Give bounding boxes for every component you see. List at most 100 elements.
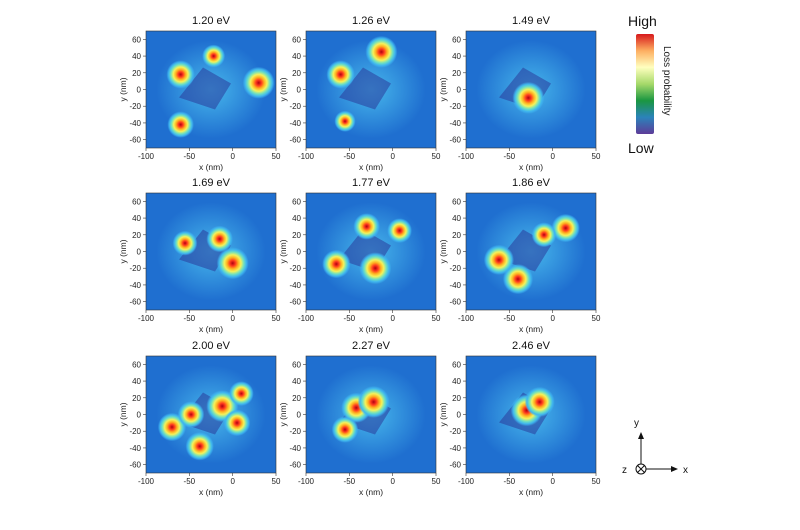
loss-hotspot (216, 247, 249, 280)
x-tick-label: 50 (592, 314, 601, 323)
x-tick-label: -100 (138, 314, 155, 323)
x-axis-label: x (nm) (519, 487, 543, 497)
loss-hotspot (359, 252, 392, 285)
x-tick-label: -100 (138, 152, 155, 161)
x-tick-label: -50 (344, 477, 356, 486)
y-tick-label: 0 (457, 248, 462, 257)
loss-hotspot (167, 111, 194, 138)
y-axis-label: y (nm) (118, 239, 128, 263)
x-tick-label: 0 (390, 314, 395, 323)
y-axis-label: y (nm) (278, 77, 288, 101)
y-tick-label: 40 (132, 377, 141, 386)
x-tick-label: -50 (184, 477, 196, 486)
y-tick-label: 60 (132, 35, 141, 44)
y-tick-label: -60 (449, 461, 461, 470)
y-tick-label: 60 (132, 360, 141, 369)
glyph-x-label: x (683, 465, 688, 476)
x-tick-label: 50 (432, 477, 441, 486)
y-tick-label: -60 (289, 298, 301, 307)
y-tick-label: -40 (449, 281, 461, 290)
loss-hotspot (242, 66, 275, 99)
x-tick-label: -100 (458, 314, 475, 323)
x-tick-label: 50 (272, 314, 281, 323)
x-tick-label: -50 (504, 477, 516, 486)
x-tick-label: -100 (138, 477, 155, 486)
panel-title: 1.69 eV (192, 177, 231, 189)
y-axis-label: y (nm) (278, 402, 288, 426)
loss-hotspot (166, 60, 195, 89)
x-tick-label: -50 (504, 152, 516, 161)
y-tick-label: 20 (292, 231, 301, 240)
heatmap-panel: 2.46 eV -100 -50 0 50 60 40 20 0 -20 -40 -60 x (nm) y… (438, 340, 601, 497)
y-tick-label: 60 (452, 360, 461, 369)
heatmap-panel: 1.77 eV -100 -50 0 50 60 40 20 0 -20 -40 -60 x (nm) y… (278, 177, 441, 334)
x-tick-label: -100 (298, 314, 315, 323)
y-tick-label: -40 (129, 119, 141, 128)
y-tick-label: -20 (289, 264, 301, 273)
y-tick-label: -40 (129, 281, 141, 290)
y-tick-label: 40 (132, 52, 141, 61)
x-tick-label: 0 (390, 152, 395, 161)
y-axis-label: y (nm) (118, 77, 128, 101)
loss-hotspot (334, 110, 356, 132)
panel-title: 1.49 eV (512, 15, 551, 27)
y-tick-label: -20 (289, 102, 301, 111)
x-tick-label: 0 (550, 477, 555, 486)
x-tick-label: 0 (230, 477, 235, 486)
loss-hotspot (322, 249, 351, 279)
loss-hotspot (326, 60, 355, 89)
y-tick-label: 0 (137, 411, 142, 420)
y-tick-label: -20 (289, 427, 301, 436)
y-tick-label: 0 (457, 411, 462, 420)
x-axis-label: x (nm) (199, 324, 223, 334)
x-tick-label: -50 (344, 152, 356, 161)
y-tick-label: 60 (452, 197, 461, 206)
y-tick-label: 0 (137, 86, 142, 95)
x-tick-label: 0 (550, 314, 555, 323)
x-tick-label: 50 (592, 152, 601, 161)
loss-hotspot (185, 432, 214, 461)
x-tick-label: 0 (550, 152, 555, 161)
y-tick-label: -40 (129, 444, 141, 453)
y-tick-label: 20 (132, 394, 141, 403)
colorbar-quantity-label: Loss probability (661, 46, 672, 115)
y-tick-label: 20 (452, 394, 461, 403)
y-tick-label: -20 (449, 427, 461, 436)
y-tick-label: -20 (129, 427, 141, 436)
y-tick-label: -20 (129, 264, 141, 273)
y-tick-label: 40 (292, 214, 301, 223)
y-axis-label: y (nm) (438, 239, 448, 263)
y-tick-label: 0 (297, 86, 302, 95)
y-tick-label: 40 (292, 377, 301, 386)
y-tick-label: 0 (457, 86, 462, 95)
x-tick-label: 50 (272, 477, 281, 486)
heatmap-panel: 1.49 eV -100 -50 0 50 60 40 20 0 -20 -40 -60 x (nm) y… (438, 15, 601, 172)
loss-hotspot (357, 385, 390, 418)
y-tick-label: -20 (449, 264, 461, 273)
y-tick-label: -60 (129, 136, 141, 145)
loss-hotspot (331, 416, 359, 443)
loss-hotspot (551, 213, 580, 243)
y-tick-label: -60 (289, 136, 301, 145)
colorbar-high-label: High (628, 13, 657, 29)
heatmap-panel: 1.26 eV -100 -50 0 50 60 40 20 0 -20 -40 -60 x (nm) y… (278, 15, 441, 172)
glyph-y-label: y (634, 418, 639, 429)
panel-title: 2.46 eV (512, 340, 551, 352)
into-page-cross-b (637, 465, 645, 473)
y-tick-label: 20 (292, 394, 301, 403)
colorbar-gradient (636, 34, 654, 134)
x-tick-label: -50 (504, 314, 516, 323)
panel-title: 2.00 eV (192, 340, 231, 352)
x-tick-label: 50 (272, 152, 281, 161)
axes-orientation-glyph: y x z (622, 418, 688, 476)
x-tick-label: 50 (432, 152, 441, 161)
colorbar-low-label: Low (628, 140, 655, 156)
y-tick-label: 0 (137, 248, 142, 257)
loss-hotspot (524, 386, 555, 418)
nanostructure-shape (179, 67, 231, 110)
panel-title: 1.77 eV (352, 177, 391, 189)
y-tick-label: 60 (292, 35, 301, 44)
y-tick-label: -20 (449, 102, 461, 111)
y-tick-label: 0 (297, 411, 302, 420)
